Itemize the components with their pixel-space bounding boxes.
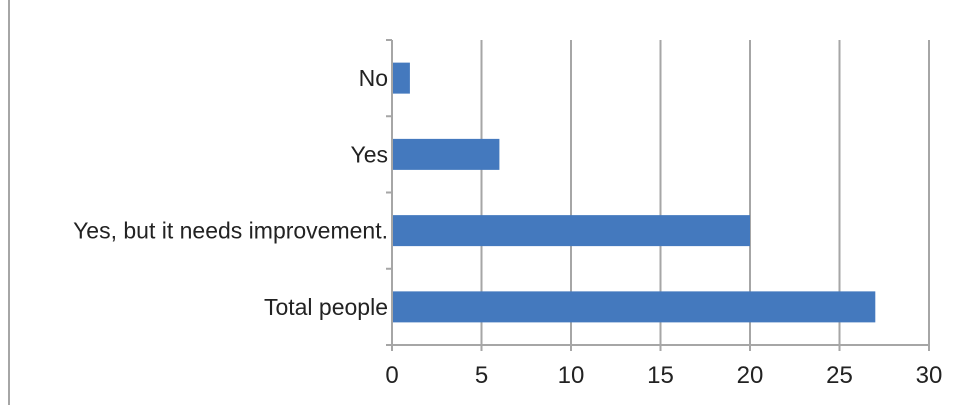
category-label-0: No	[359, 65, 388, 91]
x-tick-label-10: 10	[558, 362, 585, 389]
bars	[392, 62, 876, 323]
x-tick-labels: 0 5 10 15 20 25 30	[385, 362, 942, 389]
x-tick-label-15: 15	[647, 362, 674, 389]
bar-1	[392, 138, 500, 170]
x-tick-label-5: 5	[475, 362, 488, 389]
category-labels: No Yes Yes, but it needs improvement. Total…	[73, 65, 388, 320]
gridlines	[480, 40, 930, 345]
axes	[386, 39, 930, 351]
bar-3	[392, 291, 876, 323]
x-tick-label-20: 20	[737, 362, 764, 389]
bar-0	[392, 62, 410, 94]
category-label-3: Total people	[264, 294, 388, 320]
category-label-1: Yes	[350, 141, 388, 167]
bar-2	[392, 215, 750, 247]
category-label-2: Yes, but it needs improvement.	[73, 218, 388, 244]
x-tick-label-30: 30	[916, 362, 943, 389]
x-tick-label-0: 0	[385, 362, 398, 389]
x-tick-label-25: 25	[826, 362, 853, 389]
